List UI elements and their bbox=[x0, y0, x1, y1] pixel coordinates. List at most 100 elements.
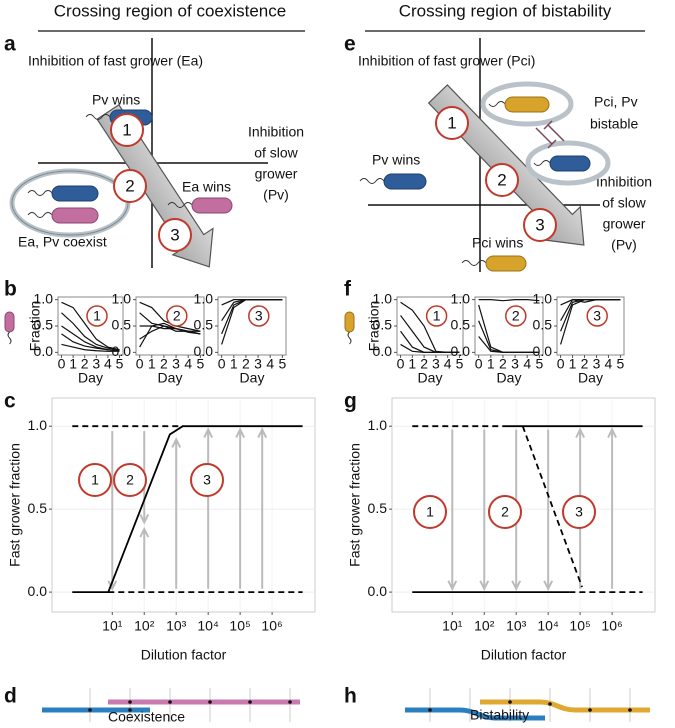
bacterium-tail bbox=[85, 114, 111, 120]
flow-arrow bbox=[203, 427, 214, 589]
outcome-label: Pci wins bbox=[472, 235, 523, 251]
bacterium-tail bbox=[27, 190, 53, 196]
y-tick-label: 0.5 bbox=[28, 500, 48, 516]
step-circle bbox=[86, 305, 108, 327]
bacterium-tail bbox=[7, 331, 12, 345]
y-tick-label: 1.0 bbox=[533, 290, 553, 306]
bacterium-ea bbox=[191, 197, 233, 214]
x-tick-label: 10² bbox=[134, 618, 155, 634]
diagram-e: Inhibition of fast grower (Pci) Inhibiti… bbox=[358, 38, 652, 272]
step-circle bbox=[413, 495, 447, 529]
x-tick-label: 3 bbox=[593, 356, 601, 372]
axis-label: grower bbox=[255, 166, 298, 182]
x-tick-label: 2 bbox=[160, 356, 168, 372]
series-line bbox=[139, 325, 201, 340]
step-label: 2 bbox=[126, 472, 134, 488]
step-label: 1 bbox=[91, 472, 99, 488]
bacterium-tail bbox=[461, 260, 487, 266]
fast-grower-band bbox=[480, 699, 650, 713]
y-tick-label: 0.5 bbox=[533, 317, 553, 333]
bistable-label: bistable bbox=[590, 116, 638, 132]
x-tick-label: 2 bbox=[499, 356, 507, 372]
y-axis-label: Fast grower fraction bbox=[347, 443, 363, 567]
x-tick-label: 5 bbox=[196, 356, 204, 372]
y-tick-label: 1.0 bbox=[368, 417, 388, 433]
panel-label: a bbox=[4, 33, 16, 56]
step-circle bbox=[190, 463, 224, 497]
step-circle bbox=[523, 208, 557, 242]
x-tick-label: 5 bbox=[617, 356, 625, 372]
step-circle bbox=[113, 463, 147, 497]
step-label: 2 bbox=[173, 308, 181, 324]
panel-label: c bbox=[4, 390, 16, 413]
step-circle bbox=[435, 106, 469, 140]
x-tick-label: 4 bbox=[444, 356, 452, 372]
x-tick-label: 0 bbox=[557, 356, 565, 372]
step-label: 3 bbox=[203, 472, 211, 488]
axis-label: (Pv) bbox=[611, 237, 637, 253]
y-tick-label: 0.5 bbox=[373, 317, 393, 333]
step-circle bbox=[248, 305, 270, 327]
axis-label: Inhibition of fast grower (Pci) bbox=[358, 53, 535, 69]
x-tick-label: 0 bbox=[475, 356, 483, 372]
y-axis-label: Fraction bbox=[366, 301, 382, 352]
x-tick-label: 3 bbox=[172, 356, 180, 372]
x-tick-label: 10³ bbox=[166, 618, 187, 634]
x-tick-label: 0 bbox=[397, 356, 405, 372]
series-line bbox=[521, 425, 583, 588]
step-label: 3 bbox=[255, 308, 263, 324]
x-tick-label: 5 bbox=[456, 356, 464, 372]
x-tick-label: 10⁶ bbox=[601, 618, 622, 634]
panel-label: b bbox=[4, 278, 17, 301]
step-circle bbox=[113, 169, 147, 203]
y-axis-label: Fraction bbox=[27, 301, 43, 352]
step-label: 1 bbox=[426, 504, 434, 520]
y-tick-label: 1.0 bbox=[194, 290, 214, 306]
step-circle bbox=[425, 305, 448, 327]
bacterium-pv bbox=[383, 173, 427, 190]
flow-arrow bbox=[171, 437, 182, 589]
panel-label: d bbox=[4, 685, 17, 708]
y-tick-label: 1.0 bbox=[28, 417, 48, 433]
x-tick-label: 4 bbox=[523, 356, 531, 372]
x-tick-label: 4 bbox=[605, 356, 613, 372]
y-tick-label: 1.0 bbox=[373, 290, 393, 306]
y-tick-label: 1.0 bbox=[451, 290, 471, 306]
x-axis-label: Day bbox=[497, 370, 522, 386]
x-tick-label: 3 bbox=[254, 356, 262, 372]
flow-arrow bbox=[479, 429, 490, 592]
bacterium-tail bbox=[488, 101, 506, 107]
y-tick-label: 0.0 bbox=[533, 343, 553, 359]
x-tick-label: 0 bbox=[58, 356, 66, 372]
x-tick-label: 10⁵ bbox=[229, 618, 250, 634]
y-tick-label: 0.5 bbox=[451, 317, 471, 333]
y-tick-label: 0.5 bbox=[112, 317, 132, 333]
x-tick-label: 1 bbox=[569, 356, 577, 372]
x-tick-label: 2 bbox=[420, 356, 428, 372]
axis-label: grower bbox=[603, 216, 646, 232]
series-line bbox=[400, 343, 460, 353]
axis-label: of slow bbox=[254, 145, 298, 161]
bacterium-icon bbox=[4, 311, 15, 333]
x-tick-label: 3 bbox=[511, 356, 519, 372]
step-label: 2 bbox=[497, 170, 506, 189]
series-line bbox=[478, 299, 540, 302]
chart: 0.0 0.5 1.0 10¹ 10² 10³ 10⁴ 10⁵ 10⁶ Dilution fact… bbox=[347, 397, 656, 663]
series-line bbox=[61, 312, 120, 351]
x-tick-label: 5 bbox=[535, 356, 543, 372]
x-axis-label: Day bbox=[578, 370, 603, 386]
step-circle bbox=[562, 495, 596, 529]
x-tick-label: 10⁶ bbox=[261, 618, 282, 634]
panel-label: h bbox=[344, 685, 357, 708]
summary-label: Coexistence bbox=[108, 709, 185, 725]
bacterium-tail bbox=[533, 160, 551, 166]
bistable-label: Pci, Pv bbox=[594, 94, 638, 110]
bacterium-pv bbox=[51, 185, 99, 202]
y-tick-label: 0.0 bbox=[34, 343, 54, 359]
x-axis-label: Dilution factor bbox=[481, 647, 567, 663]
series-line bbox=[61, 333, 120, 352]
x-tick-label: 2 bbox=[242, 356, 250, 372]
y-tick-label: 1.0 bbox=[34, 290, 54, 306]
step-label: 1 bbox=[122, 120, 131, 139]
